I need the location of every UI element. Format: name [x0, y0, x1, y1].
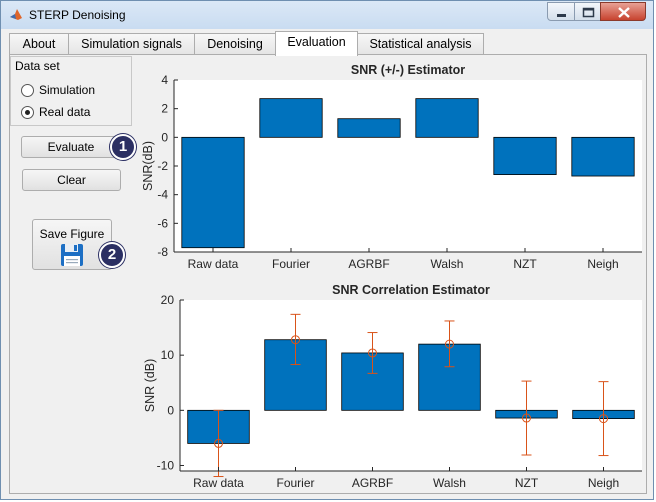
- tab-statistical-analysis[interactable]: Statistical analysis: [357, 33, 484, 54]
- evaluate-button[interactable]: Evaluate: [21, 136, 121, 158]
- tab-evaluation[interactable]: Evaluation: [275, 31, 358, 56]
- maximize-icon: [582, 7, 595, 18]
- mean-marker: [368, 348, 377, 358]
- plot-area: [180, 300, 642, 471]
- bar: [337, 118, 401, 138]
- x-tick-label: Raw data: [193, 476, 244, 490]
- y-tick-label: -10: [157, 458, 175, 472]
- mean-marker: [291, 335, 300, 345]
- close-button[interactable]: [600, 2, 646, 21]
- real-data-radio-label[interactable]: Real data: [39, 105, 91, 119]
- bar: [181, 136, 245, 249]
- y-tick-label: -8: [157, 245, 168, 259]
- chart-title: SNR (+/-) Estimator: [351, 63, 465, 77]
- y-tick-label: 10: [161, 348, 175, 362]
- bar: [493, 136, 557, 176]
- minimize-icon: [557, 14, 566, 17]
- y-tick-label: 4: [161, 73, 168, 87]
- bar: [259, 98, 323, 138]
- x-tick-label: AGRBF: [352, 476, 393, 490]
- title-bar: STERP Denoising: [1, 1, 653, 29]
- mean-marker: [445, 339, 454, 349]
- step-1-badge: 1: [110, 134, 136, 160]
- tab-bar: About Simulation signals Denoising Evalu…: [9, 31, 647, 56]
- floppy-disk-icon: [61, 244, 83, 266]
- chart-title: SNR Correlation Estimator: [332, 283, 490, 297]
- save-figure-button[interactable]: Save Figure: [32, 219, 112, 270]
- x-tick-label: Fourier: [272, 257, 310, 271]
- y-tick-label: -4: [157, 188, 168, 202]
- close-icon: [618, 7, 630, 18]
- real-data-radio[interactable]: [21, 106, 34, 119]
- mean-marker: [599, 414, 608, 424]
- y-tick-label: 20: [161, 293, 175, 307]
- bar: [415, 98, 479, 138]
- y-tick-label: -2: [157, 159, 168, 173]
- matlab-icon: [9, 8, 23, 22]
- y-tick-label: 0: [161, 130, 168, 144]
- y-tick-label: -6: [157, 216, 168, 230]
- x-tick-label: Raw data: [188, 257, 239, 271]
- simulation-radio-label[interactable]: Simulation: [39, 83, 96, 97]
- x-tick-label: NZT: [515, 476, 539, 490]
- tab-about[interactable]: About: [9, 33, 69, 54]
- y-axis-label: SNR(dB): [141, 141, 155, 191]
- plot-area: [174, 80, 642, 252]
- x-tick-label: AGRBF: [348, 257, 389, 271]
- charts-area: SNR (+/-) Estimator SNR(dB) Raw data Fourie…: [141, 63, 642, 490]
- x-tick-label: Neigh: [587, 257, 618, 271]
- x-tick-label: Walsh: [433, 476, 466, 490]
- maximize-button[interactable]: [574, 2, 601, 21]
- x-tick-label: Neigh: [588, 476, 619, 490]
- step-2-badge: 2: [99, 242, 125, 268]
- y-tick-label: 0: [167, 403, 174, 417]
- radio-selected-dot: [25, 110, 30, 115]
- bar: [264, 339, 327, 411]
- x-tick-label: Walsh: [431, 257, 464, 271]
- x-tick-label: NZT: [513, 257, 537, 271]
- window-title: STERP Denoising: [29, 8, 126, 22]
- mean-marker: [522, 413, 531, 423]
- bar: [571, 136, 635, 177]
- clear-button[interactable]: Clear: [22, 169, 121, 191]
- minimize-button[interactable]: [547, 2, 575, 21]
- tab-simulation-signals[interactable]: Simulation signals: [68, 33, 195, 54]
- save-figure-label: Save Figure: [39, 227, 105, 241]
- x-tick-label: Fourier: [276, 476, 314, 490]
- tab-denoising[interactable]: Denoising: [194, 33, 276, 54]
- y-axis-label: SNR (dB): [143, 359, 157, 412]
- simulation-radio[interactable]: [21, 84, 34, 97]
- mean-marker: [214, 438, 223, 448]
- dataset-title: Data set: [15, 59, 60, 73]
- dataset-panel: Data set Simulation Real data: [10, 56, 132, 126]
- y-tick-label: 2: [161, 102, 168, 116]
